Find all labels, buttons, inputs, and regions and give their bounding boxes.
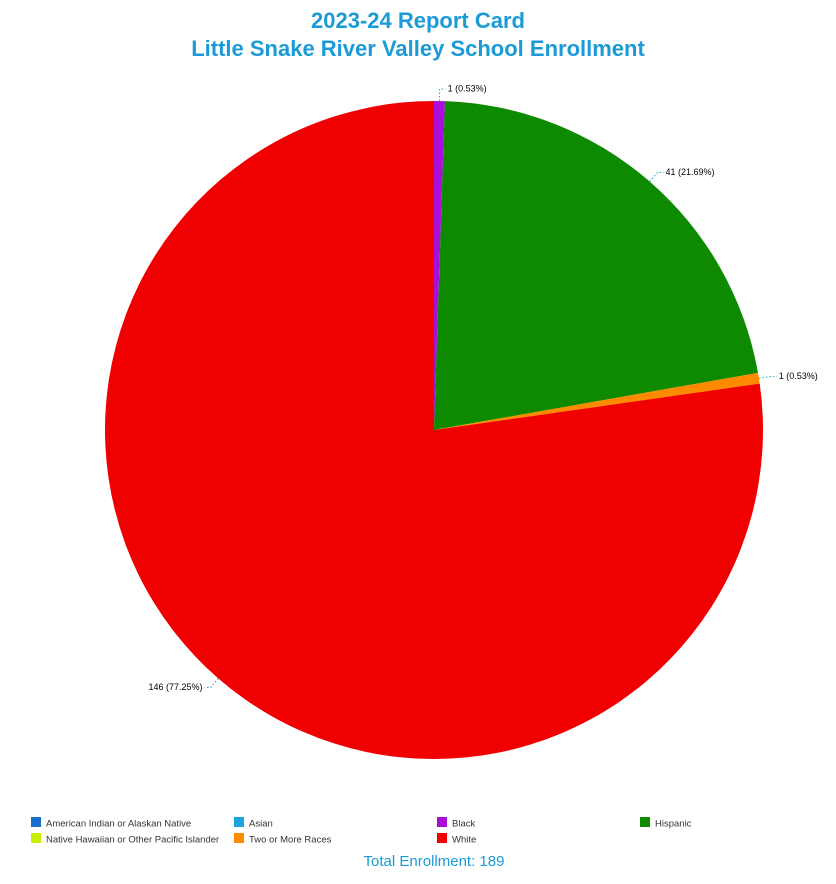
legend-swatch: [640, 817, 650, 827]
total-enrollment: Total Enrollment: 189: [364, 853, 505, 870]
chart-title: 2023-24 Report Card: [311, 8, 525, 33]
leader-line: [438, 88, 446, 102]
chart-subtitle: Little Snake River Valley School Enrollm…: [191, 36, 645, 61]
legend-label: Native Hawaiian or Other Pacific Islande…: [46, 835, 219, 846]
value-label: 41 (21.69%): [666, 167, 715, 177]
legend-swatch: [437, 817, 447, 827]
pie-slice: [434, 101, 445, 430]
legend-label: American Indian or Alaskan Native: [46, 819, 191, 830]
leader-line: [649, 171, 664, 182]
leader-line: [758, 375, 777, 379]
legend-label: Hispanic: [655, 819, 692, 830]
legend-swatch: [31, 817, 41, 827]
pie-slice: [434, 101, 759, 430]
legend-swatch: [234, 817, 244, 827]
legend-label: Asian: [249, 819, 273, 830]
pie-slice: [434, 372, 760, 430]
legend-swatch: [234, 833, 244, 843]
legend-label: White: [452, 835, 476, 846]
legend-label: Black: [452, 819, 475, 830]
value-label: 146 (77.25%): [148, 682, 202, 692]
legend-label: Two or More Races: [249, 835, 332, 846]
value-label: 1 (0.53%): [448, 83, 487, 93]
legend-swatch: [31, 833, 41, 843]
value-label: 1 (0.53%): [779, 371, 818, 381]
pie-slice: [104, 101, 763, 759]
leader-line: [204, 678, 219, 689]
legend-swatch: [437, 833, 447, 843]
